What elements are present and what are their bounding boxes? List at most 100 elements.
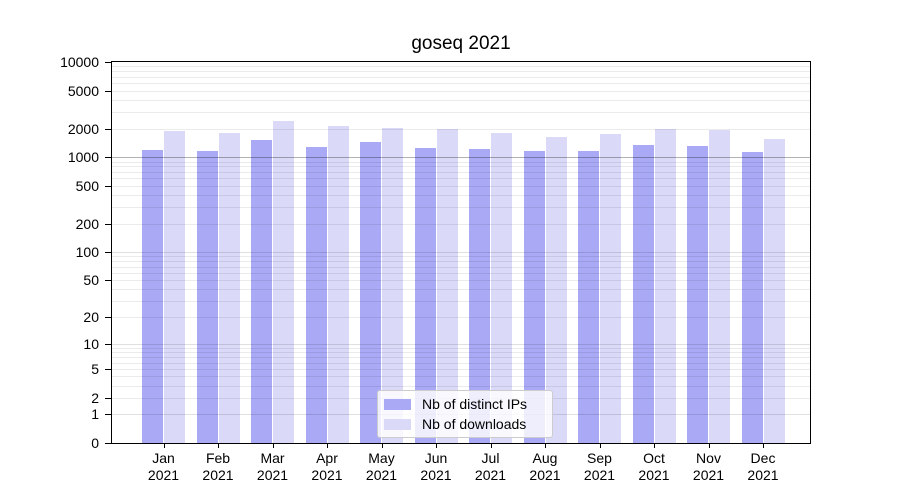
x-tick-label-dec: Dec 2021 (747, 450, 779, 483)
gridline (112, 99, 810, 101)
y-tick-1 (105, 414, 111, 416)
y-tick-1000 (105, 157, 111, 159)
gridline (112, 171, 810, 173)
gridline (112, 266, 810, 268)
bar-ips-may (360, 141, 381, 443)
legend-label-downloads: Nb of downloads (422, 416, 527, 432)
x-tick-label-nov: Nov 2021 (692, 450, 725, 483)
x-tick-feb (218, 444, 219, 448)
gridline (112, 368, 810, 370)
y-tick-200 (105, 223, 111, 225)
gridline (112, 362, 810, 364)
x-tick-oct (654, 444, 655, 448)
bar-ips-nov (687, 145, 708, 443)
x-tick-label-may: May 2021 (365, 450, 398, 483)
x-tick-dec (763, 444, 764, 448)
gridline (112, 157, 810, 159)
y-tick-label-1000: 1000 (67, 149, 99, 166)
y-tick-label-2000: 2000 (67, 120, 99, 137)
gridline (112, 90, 810, 92)
gridline (112, 347, 810, 349)
gridline (112, 76, 810, 78)
gridline (112, 195, 810, 197)
y-tick-label-500: 500 (75, 177, 99, 194)
y-tick-label-5000: 5000 (67, 82, 99, 99)
y-tick-500 (105, 185, 111, 187)
gridline (112, 66, 810, 68)
gridline (112, 289, 810, 291)
y-tick-label-50: 50 (83, 272, 99, 289)
gridline (112, 185, 810, 187)
y-tick-0 (105, 443, 111, 444)
y-tick-label-10000: 10000 (60, 54, 99, 70)
bar-ips-mar (251, 140, 272, 443)
gridline (112, 166, 810, 168)
bar-ips-feb (196, 151, 218, 443)
gridline (112, 280, 810, 282)
gridline (112, 128, 810, 130)
gridline (112, 71, 810, 73)
x-tick-label-aug: Aug 2021 (529, 450, 561, 483)
legend-swatch-distinct-ips-icon (384, 398, 411, 410)
bar-downloads-apr (327, 126, 349, 443)
x-tick-label-jul: Jul 2021 (474, 450, 507, 483)
gridline (112, 161, 810, 163)
bar-ips-dec (741, 152, 763, 443)
x-tick-sep (599, 444, 601, 448)
y-tick-label-0: 0 (91, 435, 99, 451)
legend-label-distinct-ips: Nb of distinct IPs (422, 396, 528, 412)
gridline (112, 252, 810, 254)
y-tick-5 (105, 368, 111, 370)
gridline (112, 256, 810, 258)
bar-downloads-jun (436, 129, 458, 443)
x-tick-label-sep: Sep 2021 (583, 450, 616, 483)
bar-downloads-sep (600, 134, 621, 443)
y-tick-label-20: 20 (83, 309, 99, 326)
x-tick-aug (545, 444, 546, 448)
gridline (112, 352, 810, 354)
gridline (112, 111, 810, 113)
x-tick-label-jun: Jun 2021 (420, 450, 452, 483)
bar-ips-jan (142, 150, 163, 443)
bar-downloads-oct (654, 129, 676, 443)
bar-ips-aug (523, 150, 545, 443)
gridline (112, 206, 810, 208)
legend-entry-distinct-ips: Nb of distinct IPs (384, 394, 546, 414)
gridline (112, 385, 810, 387)
bar-ips-sep (578, 150, 599, 443)
gridline (112, 272, 810, 274)
bar-downloads-feb (218, 132, 240, 443)
x-tick-label-mar: Mar 2021 (256, 450, 289, 483)
x-tick-jun (436, 444, 437, 448)
bar-downloads-jul (491, 133, 512, 443)
x-tick-jul (490, 444, 492, 448)
bar-downloads-nov (709, 129, 730, 443)
x-tick-label-jan: Jan 2021 (147, 450, 180, 483)
x-tick-label-feb: Feb 2021 (202, 450, 234, 483)
y-tick-label-200: 200 (75, 215, 99, 232)
x-tick-label-oct: Oct 2021 (638, 450, 670, 483)
plot-area: Nb of distinct IPs Nb of downloads (111, 61, 811, 444)
gridline (112, 317, 810, 319)
y-tick-2000 (105, 128, 111, 130)
gridline (112, 261, 810, 263)
y-tick-label-100: 100 (75, 244, 99, 261)
legend-entry-downloads: Nb of downloads (384, 414, 546, 434)
gridline (112, 223, 810, 225)
gridline (112, 83, 810, 85)
y-tick-label-10: 10 (83, 335, 99, 352)
gridline (112, 356, 810, 358)
gridline (112, 300, 810, 302)
bar-downloads-jan (164, 131, 185, 443)
y-tick-20 (105, 317, 111, 319)
gridline (112, 343, 810, 345)
y-tick-2 (105, 397, 111, 399)
bar-ips-jun (414, 148, 436, 443)
y-tick-10000 (105, 62, 111, 63)
legend-swatch-downloads-icon (384, 418, 411, 430)
x-tick-mar (272, 444, 274, 448)
chart-title: goseq 2021 (411, 33, 511, 54)
bar-ips-apr (305, 146, 327, 443)
x-tick-may (381, 444, 383, 448)
